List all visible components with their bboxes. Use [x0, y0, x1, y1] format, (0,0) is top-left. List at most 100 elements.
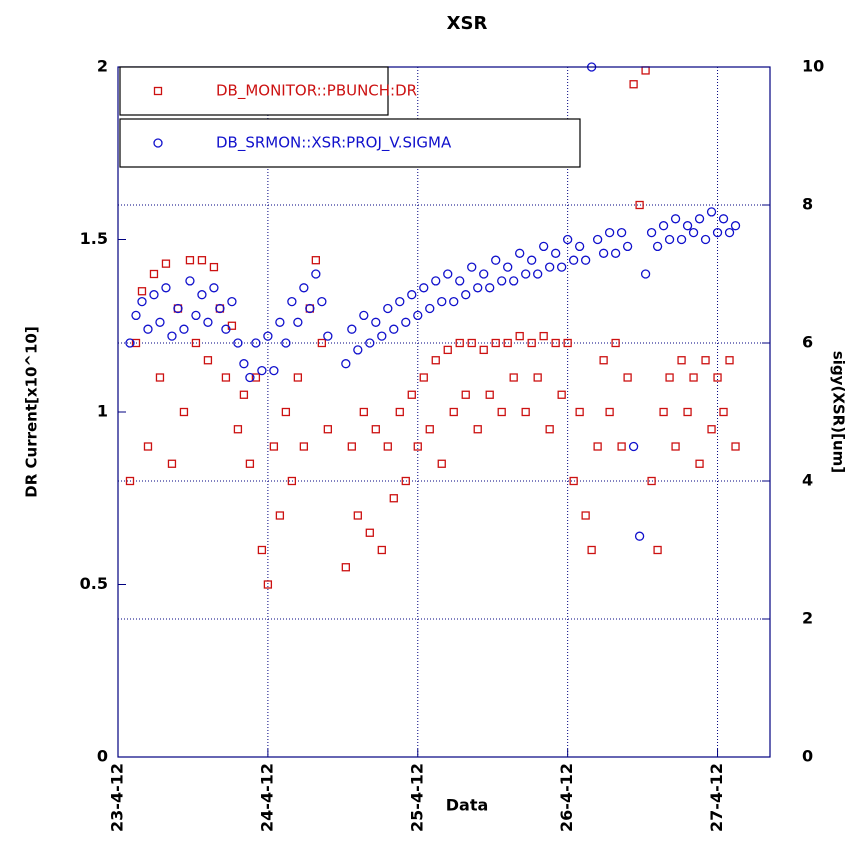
point [449, 296, 459, 307]
point [652, 241, 663, 252]
y2-tick-label: 6 [802, 333, 813, 352]
point [695, 459, 704, 468]
point [635, 200, 644, 210]
point [689, 373, 698, 382]
point [509, 373, 518, 382]
legend-label: DB_SRMON::XSR:PROJ_V.SIGMA [216, 134, 452, 153]
point [317, 338, 326, 348]
point [299, 442, 309, 451]
point [610, 248, 621, 258]
point [263, 580, 273, 589]
point [275, 511, 285, 520]
y-axis-label: DR Current[x10^10] [23, 326, 41, 497]
point [389, 324, 399, 334]
point [551, 248, 561, 258]
legend-box [119, 66, 389, 116]
point [437, 459, 446, 468]
point [461, 390, 470, 399]
point [311, 269, 321, 279]
point [647, 476, 656, 486]
point [371, 317, 381, 327]
point [467, 262, 477, 272]
point [359, 407, 368, 417]
point [293, 317, 303, 327]
point [563, 234, 573, 245]
point [563, 338, 572, 348]
point [317, 296, 327, 307]
point [413, 310, 423, 321]
point [653, 545, 662, 555]
point [712, 227, 723, 238]
point [401, 476, 410, 486]
point [719, 407, 728, 417]
point [203, 317, 213, 327]
point [688, 227, 699, 238]
point [497, 276, 507, 286]
point [503, 262, 513, 272]
point [245, 459, 255, 468]
y-tick-label: 1 [97, 402, 108, 421]
point [473, 283, 483, 293]
point [659, 407, 668, 417]
point [713, 373, 722, 382]
x-tick-label: 27-4-12 [707, 763, 726, 832]
point [209, 283, 219, 293]
point [395, 296, 405, 307]
point [694, 214, 705, 224]
point [131, 310, 141, 321]
point [215, 303, 225, 314]
point [221, 324, 231, 334]
point [149, 290, 159, 300]
point [545, 425, 554, 434]
point [299, 283, 309, 293]
point [521, 269, 531, 279]
point [233, 338, 243, 348]
point [605, 407, 614, 417]
point [371, 425, 380, 434]
point [359, 310, 369, 321]
point [185, 256, 195, 265]
point [509, 276, 519, 286]
point [143, 442, 153, 451]
point [155, 373, 165, 382]
point [239, 390, 249, 399]
y-tick-label: 2 [97, 57, 108, 76]
x-tick-label: 24-4-12 [257, 763, 276, 832]
point [203, 356, 213, 365]
point [623, 373, 632, 382]
point [161, 283, 171, 293]
legend-item: DB_SRMON::XSR:PROJ_V.SIGMA [119, 118, 581, 168]
point [527, 338, 536, 348]
point [245, 372, 255, 383]
point [425, 303, 435, 314]
point [569, 476, 578, 486]
point [443, 345, 452, 355]
x-tick-label: 26-4-12 [557, 763, 576, 832]
point [143, 324, 153, 334]
point [521, 407, 530, 417]
point [622, 241, 633, 252]
point [239, 359, 249, 369]
point [557, 390, 566, 399]
point [443, 269, 453, 279]
legend-label: DB_MONITOR::PBUNCH:DR [216, 82, 417, 101]
point [191, 310, 201, 321]
point [287, 296, 297, 307]
point [197, 290, 207, 300]
point [191, 338, 201, 348]
point [455, 338, 464, 348]
y-tick-label: 1.5 [80, 229, 108, 248]
y2-tick-label: 4 [802, 471, 813, 490]
point [293, 373, 303, 382]
point [449, 407, 458, 417]
point [281, 407, 291, 417]
point [629, 80, 638, 89]
point [179, 407, 189, 417]
point [473, 425, 482, 434]
point [269, 365, 279, 376]
point [269, 442, 279, 451]
point [125, 338, 135, 348]
point [257, 545, 267, 555]
point [341, 359, 351, 369]
